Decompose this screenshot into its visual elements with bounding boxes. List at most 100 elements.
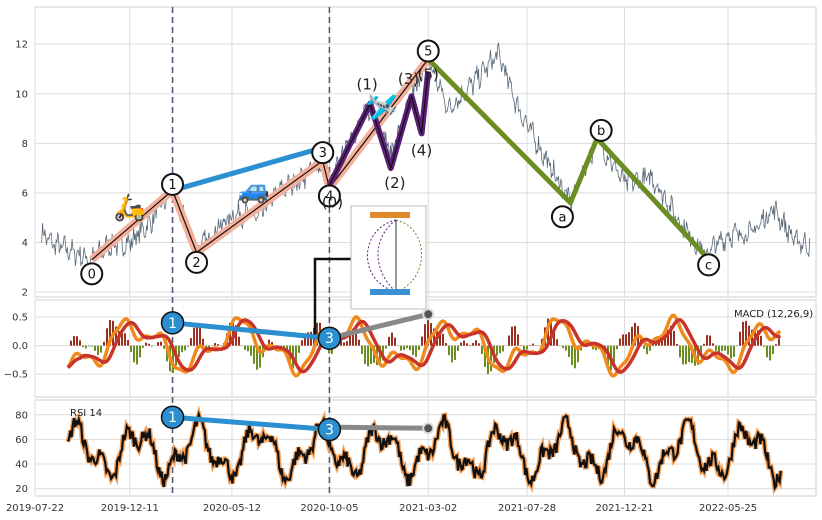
macd-histogram-bar bbox=[403, 345, 405, 350]
macd-histogram-bar bbox=[382, 345, 384, 361]
macd-histogram-bar bbox=[283, 345, 285, 349]
macd-histogram-bar bbox=[307, 332, 309, 346]
macd-histogram-bar bbox=[106, 328, 108, 346]
subwave-label: (3) bbox=[398, 70, 419, 88]
macd-histogram-bar bbox=[136, 345, 138, 365]
y-tick-label: 4 bbox=[22, 238, 28, 249]
macd-histogram-bar bbox=[271, 342, 273, 346]
macd-histogram-bar bbox=[358, 339, 360, 346]
macd-histogram-bar bbox=[733, 345, 735, 357]
macd-histogram-bar bbox=[463, 340, 465, 346]
rsi-panel-label: RSI 14 bbox=[70, 408, 102, 419]
macd-histogram-bar bbox=[100, 345, 102, 353]
rsi-line bbox=[66, 410, 782, 491]
inset-train-bottom bbox=[370, 289, 410, 295]
macd-histogram-bar bbox=[646, 345, 648, 355]
macd-histogram-bar bbox=[214, 343, 216, 346]
macd-histogram-bar bbox=[361, 345, 363, 354]
macd-histogram-bar bbox=[217, 344, 219, 346]
macd-panel-plot bbox=[66, 313, 782, 378]
macd-histogram-bar bbox=[745, 320, 747, 346]
axes-group: 2019-07-22 2019-12-11 2020-05-12 2020-10-05… bbox=[4, 40, 757, 514]
impulse-point-3-circle bbox=[311, 141, 335, 165]
macd-histogram-bar bbox=[316, 322, 318, 346]
macd-histogram-bar bbox=[94, 345, 96, 351]
subwave-label: (1) bbox=[357, 76, 378, 94]
macd-histogram-bar bbox=[388, 336, 390, 346]
macd-histogram-bar bbox=[607, 345, 609, 369]
x-tick-label: 2019-12-11 bbox=[101, 503, 159, 514]
rsi-blue-trendline bbox=[172, 414, 330, 433]
macd-histogram-bar bbox=[394, 337, 396, 346]
macd-histogram-bar bbox=[238, 336, 240, 346]
macd-histogram-bar bbox=[571, 345, 573, 366]
macd-histogram-bar bbox=[748, 325, 750, 346]
macd-histogram-bar bbox=[454, 345, 456, 360]
price-panel-plot bbox=[41, 42, 811, 268]
macd-histogram-bar bbox=[667, 329, 669, 346]
macd-histogram-bar bbox=[82, 345, 84, 348]
correction-point-a-label: a bbox=[558, 210, 566, 225]
macd-blue-trendline bbox=[172, 320, 330, 341]
macd-histogram-bar bbox=[712, 343, 714, 346]
x-tick-label: 2021-03-02 bbox=[399, 503, 457, 514]
macd-histogram-bar bbox=[715, 345, 717, 351]
macd-marker-3 bbox=[317, 326, 342, 350]
macd-histogram-bar bbox=[139, 345, 141, 358]
macd-histogram-bar bbox=[343, 342, 345, 346]
macd-histogram-bar bbox=[364, 345, 366, 365]
macd-histogram-bar bbox=[103, 341, 105, 346]
macd-histogram-bar bbox=[478, 343, 480, 346]
macd-histogram-bar bbox=[331, 345, 333, 354]
rsi-marker-3 bbox=[317, 417, 342, 442]
macd-histogram-bar bbox=[502, 345, 504, 352]
macd-histogram-bar bbox=[148, 343, 150, 346]
y-tick-label: 0.0 bbox=[12, 341, 28, 352]
macd-histogram-bar bbox=[673, 330, 675, 346]
subwave-line bbox=[328, 71, 429, 186]
macd-histogram-bar bbox=[340, 340, 342, 346]
correction-point-b-circle bbox=[589, 118, 613, 142]
macd-histogram-bar bbox=[676, 343, 678, 346]
macd-histogram-bar bbox=[127, 339, 129, 346]
macd-histogram-bar bbox=[565, 345, 567, 351]
macd-histogram-bar bbox=[295, 345, 297, 365]
x-tick-label: 2021-07-28 bbox=[498, 503, 556, 514]
macd-histogram-bar bbox=[184, 345, 186, 351]
macd-histogram-bar bbox=[778, 338, 780, 346]
macd-histogram-bar bbox=[352, 328, 354, 346]
macd-histogram-bar bbox=[652, 343, 654, 346]
y-tick-label: −0.5 bbox=[4, 370, 28, 381]
x-tick-label: 2019-07-22 bbox=[6, 503, 64, 514]
macd-histogram-bar bbox=[196, 322, 198, 346]
y-tick-label: 40 bbox=[15, 460, 28, 471]
macd-histogram-bar bbox=[499, 345, 501, 354]
y-tick-label: 12 bbox=[15, 40, 28, 51]
vehicle-emoji: 🛩️ bbox=[366, 93, 398, 123]
macd-histogram-bar bbox=[451, 345, 453, 363]
macd-histogram-bar bbox=[550, 319, 552, 346]
macd-histogram-bar bbox=[433, 328, 435, 346]
inset-train-top bbox=[370, 212, 410, 218]
macd-histogram-bar bbox=[685, 345, 687, 365]
rsi-grey-endpoint bbox=[422, 422, 435, 435]
macd-panel-label: MACD (12,26,9) bbox=[734, 309, 813, 320]
macd-histogram-bar bbox=[697, 345, 699, 365]
impulse-point-2-label: 2 bbox=[192, 256, 200, 271]
rsi-marker-label: 1 bbox=[168, 410, 177, 426]
impulse-point-1-label: 1 bbox=[168, 178, 176, 193]
macd-histogram-bar bbox=[349, 335, 351, 346]
macd-histogram-bar bbox=[553, 328, 555, 346]
macd-histogram-bar bbox=[439, 330, 441, 346]
macd-histogram-bar bbox=[664, 336, 666, 346]
macd-histogram-bar bbox=[445, 343, 447, 346]
x-tick-label: 2021-12-21 bbox=[595, 503, 653, 514]
macd-histogram-bar bbox=[532, 343, 534, 346]
macd-histogram-bar bbox=[163, 345, 165, 349]
macd-histogram-bar bbox=[298, 345, 300, 353]
macd-histogram-bar bbox=[709, 335, 711, 346]
vehicle-emoji: 🛵 bbox=[114, 193, 146, 223]
macd-histogram-bar bbox=[97, 345, 99, 356]
correction-wave-line bbox=[426, 57, 707, 257]
macd-histogram-bar bbox=[202, 338, 204, 346]
